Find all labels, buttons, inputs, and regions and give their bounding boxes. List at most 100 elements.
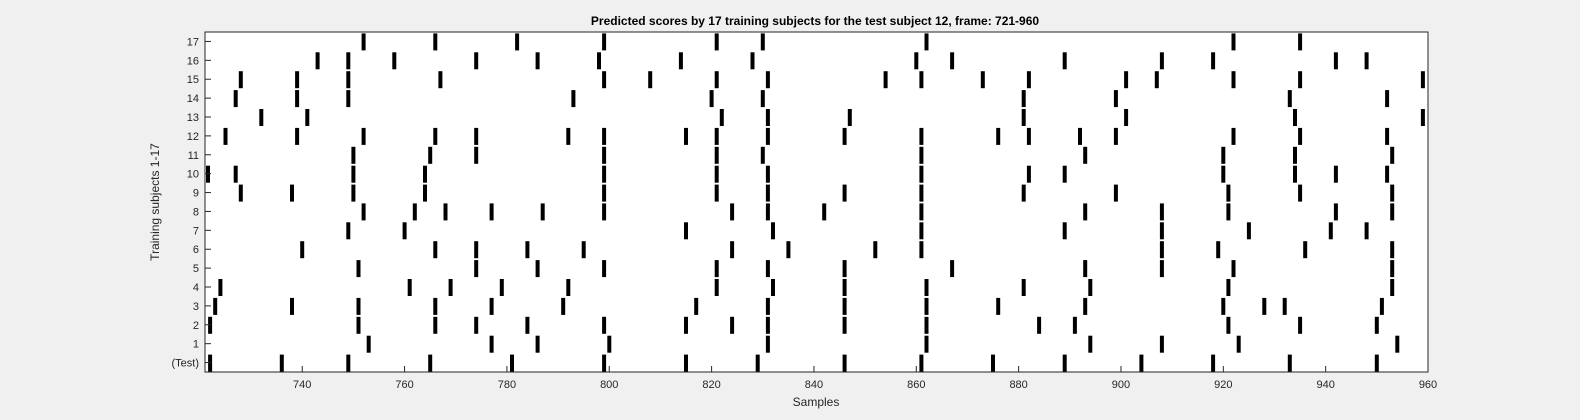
raster-mark xyxy=(730,241,735,259)
raster-mark xyxy=(218,279,223,296)
raster-mark xyxy=(648,71,653,89)
raster-mark xyxy=(1159,222,1164,240)
y-tick-label: 7 xyxy=(193,225,199,237)
raster-mark xyxy=(1374,316,1379,334)
raster-mark xyxy=(760,33,765,51)
raster-mark xyxy=(571,90,576,108)
raster-mark xyxy=(919,241,924,259)
raster-mark xyxy=(1159,52,1164,70)
x-tick-label: 860 xyxy=(907,379,925,391)
raster-mark xyxy=(842,279,847,296)
raster-mark xyxy=(290,297,294,315)
raster-mark xyxy=(919,127,924,145)
raster-mark xyxy=(765,335,770,353)
raster-mark xyxy=(1364,52,1369,70)
raster-mark xyxy=(919,71,924,89)
raster-mark xyxy=(259,109,264,126)
raster-mark xyxy=(1385,165,1390,183)
raster-mark xyxy=(755,354,760,372)
raster-mark xyxy=(919,165,924,183)
raster-mark xyxy=(423,184,427,202)
raster-mark xyxy=(1298,316,1303,334)
raster-mark xyxy=(1021,184,1026,202)
raster-mark xyxy=(714,146,719,164)
x-tick-label: 740 xyxy=(293,379,311,391)
raster-mark xyxy=(1083,203,1088,221)
raster-mark xyxy=(684,354,688,372)
raster-mark xyxy=(842,184,847,202)
raster-mark xyxy=(1026,71,1031,89)
raster-mark xyxy=(206,165,210,183)
raster-mark xyxy=(1154,71,1159,89)
raster-mark xyxy=(1221,146,1226,164)
raster-mark xyxy=(1385,127,1390,145)
raster-mark xyxy=(305,109,310,126)
raster-mark xyxy=(1333,165,1338,183)
raster-mark xyxy=(714,71,719,89)
raster-mark xyxy=(1078,127,1082,145)
raster-mark xyxy=(842,127,847,145)
y-tick-label: 14 xyxy=(187,93,199,105)
raster-mark xyxy=(760,90,765,108)
raster-mark xyxy=(1124,109,1129,126)
raster-mark xyxy=(919,184,924,202)
x-tick-label: 820 xyxy=(702,379,720,391)
raster-mark xyxy=(515,33,520,51)
raster-mark xyxy=(1037,316,1042,334)
raster-mark xyxy=(991,354,995,372)
raster-mark xyxy=(356,316,361,334)
raster-mark xyxy=(714,184,719,202)
raster-mark xyxy=(208,316,213,334)
raster-mark xyxy=(510,354,514,372)
raster-mark xyxy=(1216,241,1221,259)
raster-mark xyxy=(1226,279,1231,296)
raster-mark xyxy=(924,316,929,334)
raster-mark xyxy=(1333,203,1338,221)
raster-mark xyxy=(535,52,540,70)
raster-mark xyxy=(1062,354,1067,372)
y-tick-label: 10 xyxy=(187,169,199,181)
raster-mark xyxy=(607,335,612,353)
raster-mark xyxy=(765,184,770,202)
raster-mark xyxy=(346,222,351,240)
raster-mark xyxy=(919,354,924,372)
raster-mark xyxy=(474,241,479,259)
raster-mark xyxy=(1062,52,1067,70)
raster-mark xyxy=(238,71,243,89)
raster-mark xyxy=(602,203,607,221)
raster-mark xyxy=(730,316,735,334)
raster-mark xyxy=(1226,316,1231,334)
raster-mark xyxy=(233,90,238,108)
raster-mark xyxy=(1021,279,1026,296)
raster-mark xyxy=(474,127,479,145)
x-tick-label: 920 xyxy=(1214,379,1232,391)
y-tick-label: 3 xyxy=(193,301,199,313)
raster-mark xyxy=(924,335,929,353)
raster-mark xyxy=(1221,165,1226,183)
raster-mark xyxy=(407,279,412,296)
raster-mark xyxy=(996,297,1001,315)
raster-mark xyxy=(279,354,284,372)
raster-mark xyxy=(566,127,571,145)
raster-mark xyxy=(433,33,438,51)
raster-mark xyxy=(1246,222,1251,240)
raster-mark xyxy=(714,279,719,296)
raster-mark xyxy=(1221,297,1226,315)
chart-title: Predicted scores by 17 training subjects… xyxy=(591,14,1039,28)
raster-mark xyxy=(1113,127,1118,145)
x-tick-label: 900 xyxy=(1112,379,1130,391)
raster-mark xyxy=(351,165,356,183)
raster-mark xyxy=(1390,203,1395,221)
raster-mark xyxy=(602,165,607,183)
raster-mark xyxy=(950,52,955,70)
raster-mark xyxy=(602,184,607,202)
raster-mark xyxy=(238,184,243,202)
plot-frame xyxy=(204,31,1429,373)
y-tick-label: 16 xyxy=(187,55,199,67)
raster-mark xyxy=(919,146,924,164)
raster-mark xyxy=(771,222,775,240)
raster-mark xyxy=(489,297,494,315)
raster-mark xyxy=(433,127,438,145)
raster-mark xyxy=(765,316,770,334)
raster-mark xyxy=(1231,260,1236,278)
